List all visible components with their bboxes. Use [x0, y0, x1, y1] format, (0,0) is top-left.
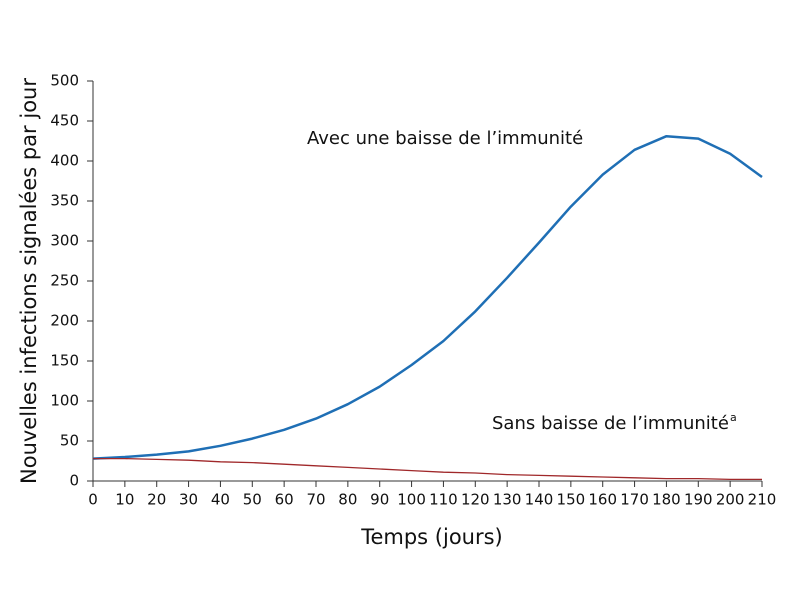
x-tick-label: 50: [243, 491, 262, 509]
y-tick-label: 250: [50, 272, 79, 290]
x-tick-label: 160: [588, 491, 617, 509]
x-tick-label: 190: [684, 491, 713, 509]
y-tick-label: 100: [50, 392, 79, 410]
y-tick-label: 150: [50, 352, 79, 370]
y-tick-label: 500: [50, 72, 79, 90]
y-tick-label: 50: [60, 432, 79, 450]
x-tick-label: 10: [115, 491, 134, 509]
x-tick-label: 100: [397, 491, 426, 509]
x-tick-label: 40: [211, 491, 230, 509]
x-tick-label: 130: [493, 491, 522, 509]
y-tick-label: 0: [69, 472, 79, 490]
y-tick-label: 350: [50, 192, 79, 210]
series-label: Avec une baisse de l’immunité: [307, 128, 583, 149]
y-tick-label: 200: [50, 312, 79, 330]
y-axis-title: Nouvelles infections signalées par jour: [17, 78, 41, 484]
x-tick-label: 20: [147, 491, 166, 509]
series-line: [92, 134, 763, 460]
x-tick-label: 70: [306, 491, 325, 509]
y-tick-label: 400: [50, 152, 79, 170]
x-tick-label: 90: [370, 491, 389, 509]
x-axis-title: Temps (jours): [360, 525, 503, 549]
x-tick-label: 0: [88, 491, 98, 509]
x-tick-label: 60: [275, 491, 294, 509]
x-tick-label: 30: [179, 491, 198, 509]
series-label: Sans baisse de l’immunité: [492, 413, 729, 434]
x-tick-label: 140: [525, 491, 554, 509]
x-tick-label: 170: [620, 491, 649, 509]
x-tick-label: 150: [557, 491, 586, 509]
x-tick-label: 210: [748, 491, 777, 509]
x-tick-label: 80: [338, 491, 357, 509]
x-tick-label: 120: [461, 491, 490, 509]
footnote-marker: a: [730, 411, 737, 424]
x-tick-label: 200: [716, 491, 745, 509]
series-line: [93, 457, 762, 481]
x-tick-label: 180: [652, 491, 681, 509]
y-tick-label: 300: [50, 232, 79, 250]
x-tick-label: 110: [429, 491, 458, 509]
y-tick-label: 450: [50, 112, 79, 130]
